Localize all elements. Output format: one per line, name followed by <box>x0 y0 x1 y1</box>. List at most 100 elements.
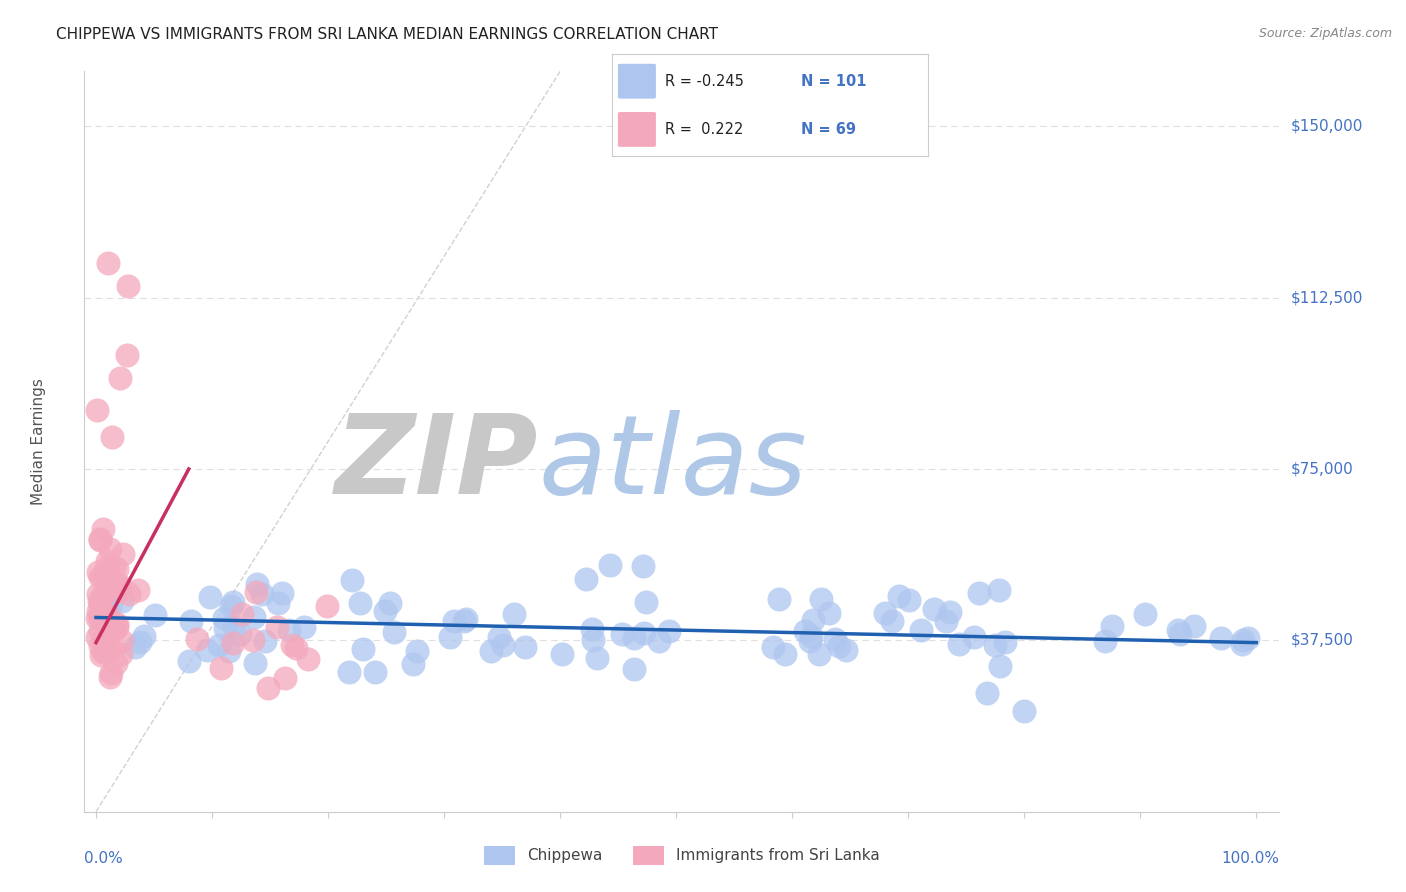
Point <box>218 644 240 658</box>
Point <box>94 644 117 658</box>
Point <box>280 638 302 652</box>
Point <box>253 633 276 648</box>
Point <box>939 605 962 619</box>
Point <box>488 630 510 644</box>
Point <box>575 572 598 586</box>
Point <box>228 627 250 641</box>
Point <box>257 681 280 696</box>
Point <box>648 633 671 648</box>
Point <box>382 625 405 640</box>
Point <box>222 636 245 650</box>
Point <box>91 645 114 659</box>
Point <box>810 592 832 607</box>
Point <box>214 621 236 635</box>
Point <box>105 620 128 634</box>
Point <box>96 607 118 622</box>
Point <box>112 547 135 561</box>
Point <box>231 607 253 622</box>
Point <box>98 541 121 556</box>
FancyBboxPatch shape <box>619 112 655 147</box>
Point <box>948 637 970 651</box>
Point <box>808 647 831 661</box>
Point <box>94 567 117 582</box>
Text: $75,000: $75,000 <box>1291 461 1354 476</box>
Point <box>219 599 242 614</box>
Point <box>245 585 267 599</box>
Point <box>212 611 235 625</box>
Point <box>1167 623 1189 637</box>
Text: 100.0%: 100.0% <box>1222 851 1279 865</box>
Point <box>246 577 269 591</box>
Point <box>96 554 118 568</box>
Point <box>1230 637 1253 651</box>
Point <box>1101 619 1123 633</box>
Point <box>380 596 402 610</box>
Point <box>988 659 1011 673</box>
Point <box>107 584 129 599</box>
Point <box>91 522 114 536</box>
Point <box>98 670 121 684</box>
Point <box>623 662 645 676</box>
Text: 0.0%: 0.0% <box>84 851 124 865</box>
Point <box>252 587 274 601</box>
Point <box>315 599 337 613</box>
Point <box>1209 631 1232 645</box>
Text: N = 101: N = 101 <box>801 74 868 88</box>
Text: $112,500: $112,500 <box>1291 290 1362 305</box>
Point <box>513 640 536 655</box>
Point <box>105 616 128 631</box>
Point <box>90 607 112 622</box>
Point <box>87 594 110 608</box>
Point <box>406 644 429 658</box>
Point <box>267 596 290 610</box>
Legend: Chippewa, Immigrants from Sri Lanka: Chippewa, Immigrants from Sri Lanka <box>478 840 886 871</box>
Point <box>117 279 139 293</box>
Point <box>364 665 387 680</box>
Point <box>824 632 846 646</box>
Point <box>110 648 132 662</box>
Point <box>100 665 122 680</box>
Point <box>90 589 112 603</box>
Point <box>124 640 146 654</box>
Point <box>274 671 297 685</box>
Point <box>209 661 232 675</box>
Point <box>97 256 120 270</box>
Point <box>873 606 896 620</box>
Text: ZIP: ZIP <box>335 410 538 517</box>
Text: N = 69: N = 69 <box>801 122 856 137</box>
Point <box>768 591 790 606</box>
Text: CHIPPEWA VS IMMIGRANTS FROM SRI LANKA MEDIAN EARNINGS CORRELATION CHART: CHIPPEWA VS IMMIGRANTS FROM SRI LANKA ME… <box>56 27 718 42</box>
Point <box>1168 627 1191 641</box>
Point <box>1014 704 1036 718</box>
Point <box>90 648 112 663</box>
Point <box>340 573 363 587</box>
Point <box>612 627 634 641</box>
Point <box>631 558 654 573</box>
Text: $37,500: $37,500 <box>1291 632 1354 648</box>
Point <box>105 657 128 671</box>
Point <box>988 582 1011 597</box>
Point <box>104 616 127 631</box>
Point <box>271 586 294 600</box>
Point <box>245 656 267 670</box>
Point <box>89 533 111 547</box>
Point <box>439 630 461 644</box>
Point <box>180 614 202 628</box>
Point <box>100 597 122 611</box>
Point <box>89 598 111 612</box>
Point <box>222 620 245 634</box>
Point <box>835 642 858 657</box>
Point <box>108 370 131 384</box>
Point <box>93 613 115 627</box>
Point <box>935 614 957 628</box>
Point <box>582 632 605 647</box>
Point <box>761 640 783 654</box>
Point <box>94 561 117 575</box>
Point <box>775 648 797 662</box>
Point <box>818 607 841 621</box>
Point <box>828 639 851 653</box>
Point <box>402 657 425 671</box>
Point <box>89 532 111 546</box>
Point <box>94 630 117 644</box>
Point <box>794 624 817 638</box>
